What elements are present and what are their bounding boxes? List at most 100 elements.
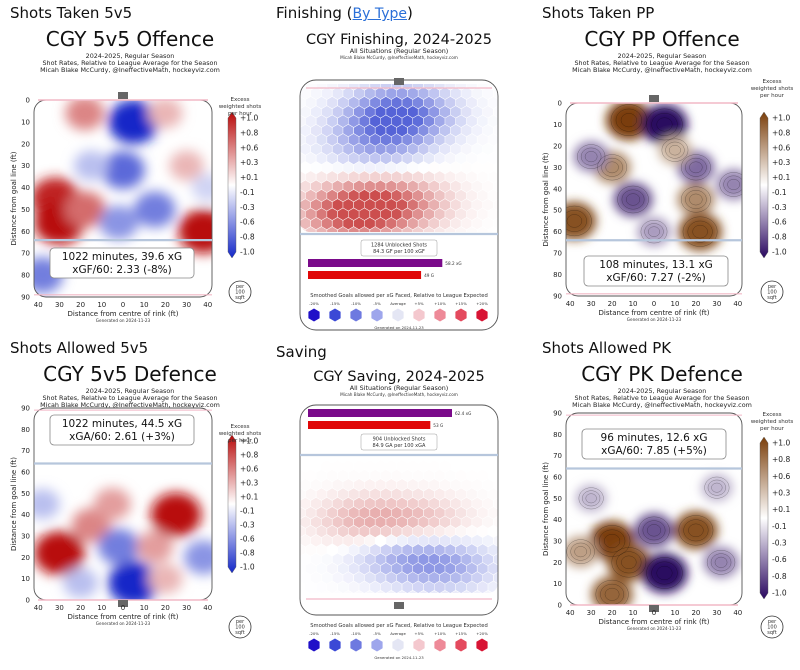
hex-cell (300, 189, 306, 202)
hex-cell (370, 84, 381, 90)
x-tick-label: 40 (566, 300, 575, 308)
hex-cell (488, 488, 498, 501)
hex-cell (504, 143, 514, 155)
hex-cell (472, 143, 483, 155)
hex-cell (499, 563, 509, 575)
contour-2-1 (678, 515, 714, 546)
hex-cell (439, 87, 451, 100)
x-tick-label: 20 (161, 301, 170, 309)
hex-cell (311, 199, 322, 211)
unblocked-rate: 84.9 GA per 100 xGA (373, 443, 426, 449)
hex-cell (284, 451, 294, 463)
hex-cell (429, 572, 440, 584)
hex-cell (316, 133, 327, 146)
hex-cell (316, 171, 327, 183)
hex-cell (300, 544, 306, 556)
hex-cell (327, 457, 338, 463)
hex-cell (429, 124, 440, 137)
hex-cell (321, 87, 332, 100)
hex-cell (445, 469, 456, 482)
x-tick-label: 0 (652, 609, 656, 617)
stats-minutes-xg: 1022 minutes, 44.5 xG (62, 418, 182, 430)
hex-cell (402, 84, 413, 90)
hex-cell (305, 488, 316, 501)
contour-8-3 (584, 151, 598, 163)
colorbar (759, 111, 769, 259)
contour-4-3 (566, 214, 583, 228)
section-title: Finishing (By Type) (276, 4, 413, 22)
hex-cell (354, 590, 365, 593)
hex-cell (359, 544, 370, 556)
hex-cell (493, 143, 498, 155)
generated-note: Generated on 2024-11-23 (627, 317, 682, 322)
y-tick-label: 20 (21, 554, 30, 562)
hex-cell (456, 544, 467, 556)
contour-7-3 (626, 193, 641, 206)
hex-cell (466, 525, 477, 538)
contour-7-1 (595, 579, 629, 605)
y-tick-label: 0 (26, 597, 30, 605)
contour-8-1 (706, 549, 736, 575)
colorbar-tick-label: +0.8 (240, 128, 258, 137)
x-tick-label: 0 (121, 301, 125, 309)
hex-cell (391, 115, 402, 128)
heat-blob-4 (108, 100, 159, 144)
hex-cell (504, 572, 514, 584)
hex-cell (348, 581, 359, 593)
hex-cell (472, 124, 483, 137)
y-tick-label: 70 (21, 447, 30, 455)
hex-cell (364, 497, 375, 510)
hex-cell (402, 208, 413, 221)
heat-blob-9 (566, 536, 599, 568)
contour-3-3 (689, 161, 703, 174)
hex-cell (359, 506, 370, 519)
hex-cell (499, 97, 509, 109)
hex-cell (413, 84, 424, 90)
hex-cell (337, 469, 349, 482)
legend-hex (329, 308, 341, 322)
colorbar-tick-label: +0.6 (240, 465, 258, 474)
hex-cell (434, 457, 445, 463)
hex-cell (337, 581, 349, 593)
hex-cell (461, 161, 472, 174)
hex-cell (504, 498, 514, 510)
hex-cell (482, 516, 493, 528)
hex-cell (456, 133, 467, 146)
hex-cell (450, 106, 461, 118)
contour-9-1 (566, 539, 595, 565)
hex-cell (305, 84, 316, 90)
y-tick-label: 0 (558, 602, 562, 610)
hex-cell (370, 152, 381, 165)
hex-cell (434, 115, 445, 128)
hex-cell (477, 133, 488, 146)
chart-subtitle-season: 2024-2025, Regular Season (86, 387, 175, 395)
legend-tick: +10% (434, 301, 446, 306)
hex-cell (482, 199, 493, 211)
legend-hex (308, 638, 320, 652)
hex-cell (445, 506, 456, 519)
hex-cell (364, 87, 375, 100)
hex-cell (354, 199, 365, 211)
hex-cell (332, 106, 343, 118)
by-type-link[interactable]: By Type (352, 6, 408, 22)
hex-cell (364, 479, 375, 491)
hex-cell (477, 457, 488, 463)
hex-cell (488, 96, 498, 109)
hex-cell (499, 227, 509, 239)
hex-cell (482, 180, 493, 193)
colorbar-tick-label: +0.3 (772, 158, 790, 167)
per-sqft-badge-line: 100 (235, 290, 245, 296)
heat-blob-6 (148, 100, 183, 129)
hex-cell (472, 161, 483, 174)
section-title: Shots Allowed PK (542, 339, 672, 357)
hex-cell (327, 581, 338, 593)
hex-cell (456, 152, 467, 165)
x-axis-label: Distance from centre of rink (ft) (68, 310, 179, 318)
hex-cell (402, 152, 413, 165)
hex-cell (413, 506, 424, 519)
heat-blob-2 (64, 191, 106, 228)
contour-0-1 (610, 104, 648, 137)
hex-cell (477, 96, 488, 109)
hex-cell (300, 143, 311, 155)
